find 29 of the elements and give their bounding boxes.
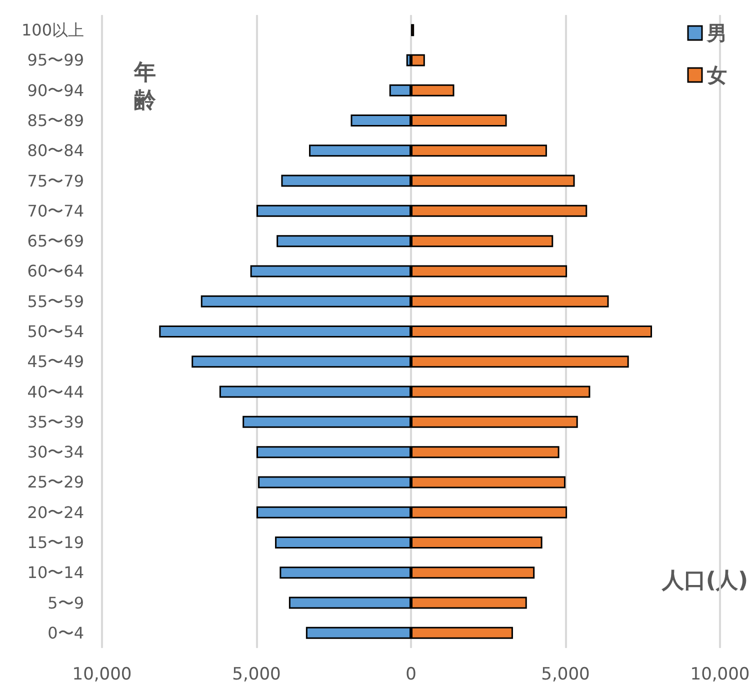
y-tick-label: 0〜4 xyxy=(48,623,84,642)
y-tick-label: 75〜79 xyxy=(27,171,84,190)
y-tick-label: 10〜14 xyxy=(27,563,84,582)
y-tick-label: 95〜99 xyxy=(27,50,84,70)
y-tick-label: 40〜44 xyxy=(27,382,84,402)
y-tick-label: 60〜64 xyxy=(27,262,84,281)
x-tick-label: 0 xyxy=(406,664,416,684)
y-tick-label: 70〜74 xyxy=(27,201,84,220)
x-tick-label: 5,000 xyxy=(232,664,281,684)
y-tick-label: 50〜54 xyxy=(27,322,84,341)
x-tick-label: 10,000 xyxy=(72,664,132,684)
y-tick-label: 45〜49 xyxy=(27,352,84,372)
y-tick-label: 15〜19 xyxy=(27,533,84,552)
legend-label: 男 xyxy=(706,21,727,45)
x-tick-label: 5,000 xyxy=(541,664,590,684)
y-tick-label: 30〜34 xyxy=(27,442,84,462)
y-tick-label: 25〜29 xyxy=(27,472,84,492)
y-tick-label: 85〜89 xyxy=(27,111,84,130)
y-tick-label: 20〜24 xyxy=(27,502,84,522)
y-axis-title: 年齢 xyxy=(133,60,157,112)
y-tick-label: 80〜84 xyxy=(27,141,84,160)
y-tick-label: 100以上 xyxy=(21,20,84,40)
y-tick-label: 55〜59 xyxy=(27,292,84,311)
y-tick-label: 65〜69 xyxy=(27,232,84,251)
y-tick-label: 90〜94 xyxy=(27,80,84,100)
legend-label: 女 xyxy=(706,63,727,87)
y-tick-label: 35〜39 xyxy=(27,412,84,432)
y-tick-label: 5〜9 xyxy=(48,593,84,612)
x-tick-label: 10,000 xyxy=(690,664,750,684)
